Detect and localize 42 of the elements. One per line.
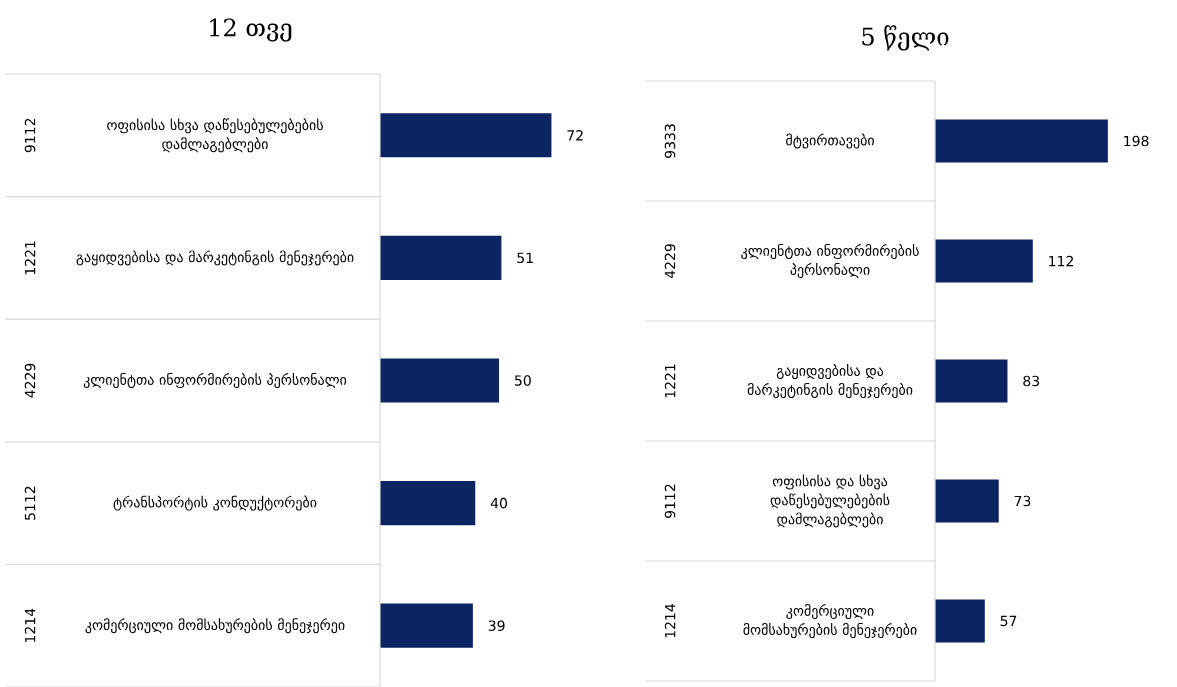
text: 1221 (24, 241, 36, 275)
data-label: 50 (515, 375, 531, 386)
bar (380, 481, 476, 526)
bar (935, 119, 1108, 163)
data-label: 198 (1124, 135, 1149, 147)
chart-title: 5 წელი (862, 25, 949, 51)
text: 1221 (664, 364, 676, 398)
y-tick-label: კლიენტთა ინფორმირების პერსონალი (83, 372, 347, 388)
bar (935, 359, 1008, 403)
data-label: 39 (488, 620, 505, 631)
data-label: 57 (1000, 615, 1017, 627)
y-tick-label: ოფისისა სხვა დაწესებულებების დამლაგებლები (107, 118, 323, 153)
text: 9112 (664, 484, 676, 518)
bar (935, 479, 999, 523)
bar (380, 358, 500, 403)
data-label: 73 (1014, 495, 1031, 507)
text: 9333 (664, 124, 676, 158)
bar (380, 113, 552, 158)
text: 5112 (24, 486, 36, 520)
chart-title: 12 თვე (210, 18, 292, 42)
y-tick-label: ტრანსპორტის კონდუქტორები (113, 495, 317, 511)
text: 4229 (24, 363, 36, 398)
text: 9112 (24, 118, 36, 153)
text: 4229 (664, 244, 676, 279)
data-label: 51 (517, 252, 533, 264)
data-label: 72 (567, 130, 583, 141)
y-tick-label: გაყიდვებისა და მარკეტინგის მენეჯერები (747, 363, 913, 398)
bar (935, 239, 1033, 283)
data-label: 40 (490, 497, 507, 509)
text: 1214 (664, 603, 676, 638)
data-label: 112 (1049, 255, 1073, 267)
bar (380, 603, 473, 648)
y-tick-label: კომერციული მომსახურების მენეჯერეი (85, 618, 345, 634)
y-tick-label: გაყიდვებისა და მარკეტინგის მენეჯერები (76, 250, 354, 266)
data-label: 83 (1023, 375, 1040, 387)
text: 1214 (24, 608, 36, 642)
y-tick-label: მტვირთავები (786, 133, 874, 149)
bar (935, 599, 985, 643)
bar (380, 235, 502, 280)
y-tick-label: კომერციული მომსახურების მენეჯერები (743, 603, 917, 638)
y-tick-label: ოფისისა და სხვა დაწესებულებების დამლაგებლები (770, 474, 890, 528)
y-tick-label: კლიენტთა ინფორმირების პერსონალი (741, 243, 919, 278)
